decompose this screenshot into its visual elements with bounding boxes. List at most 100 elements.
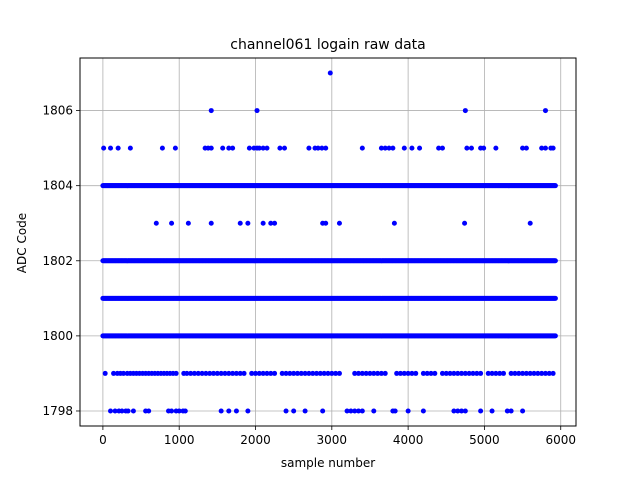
y-axis-ticks: 1798 1800 1802 1804 1806 [42, 104, 80, 418]
data-point [203, 370, 209, 376]
data-point [378, 145, 384, 151]
data-point [241, 370, 247, 376]
x-tick-label: 1000 [164, 433, 195, 447]
data-point [254, 108, 260, 114]
data-point [531, 370, 537, 376]
data-point [310, 370, 316, 376]
data-point [208, 145, 214, 151]
x-tick-label: 0 [99, 433, 107, 447]
data-point [352, 408, 358, 414]
data-point [283, 408, 289, 414]
plot-frame [79, 57, 577, 427]
y-tick-label: 1806 [42, 104, 73, 118]
data-point [443, 370, 449, 376]
data-point [497, 370, 503, 376]
data-point [218, 370, 224, 376]
data-point [485, 370, 491, 376]
data-point [527, 220, 533, 226]
data-point [264, 370, 270, 376]
data-point [214, 370, 220, 376]
data-point [208, 220, 214, 226]
data-point [462, 408, 468, 414]
data-point [552, 333, 558, 339]
data-point [356, 370, 362, 376]
data-point [256, 370, 262, 376]
y-tick-label: 1804 [42, 179, 73, 193]
data-point [409, 370, 415, 376]
data-point [451, 370, 457, 376]
data-point [542, 108, 548, 114]
data-point [550, 145, 556, 151]
data-point [282, 145, 288, 151]
data-point [462, 370, 468, 376]
data-point [523, 370, 529, 376]
data-point [397, 370, 403, 376]
data-point [336, 220, 342, 226]
data-point [327, 70, 333, 76]
data-point [344, 408, 350, 414]
data-point [371, 370, 377, 376]
data-point [111, 370, 117, 376]
data-point [520, 145, 526, 151]
data-point [409, 145, 415, 151]
data-point [302, 370, 308, 376]
data-point [283, 370, 289, 376]
data-point [462, 220, 468, 226]
data-point [268, 220, 274, 226]
data-point [188, 370, 194, 376]
data-point [127, 145, 133, 151]
data-point [323, 220, 329, 226]
data-point [211, 370, 217, 376]
data-point [291, 370, 297, 376]
data-point [546, 370, 552, 376]
data-point [237, 370, 243, 376]
data-point [159, 145, 165, 151]
data-point [356, 408, 362, 414]
data-point [359, 370, 365, 376]
data-point [352, 370, 358, 376]
data-point [451, 408, 457, 414]
data-point [185, 220, 191, 226]
y-tick-label: 1802 [42, 254, 73, 268]
data-point [272, 370, 278, 376]
data-point [246, 145, 252, 151]
data-point [176, 408, 182, 414]
data-point [208, 108, 214, 114]
data-point [108, 145, 114, 151]
data-point [432, 370, 438, 376]
data-point [539, 370, 545, 376]
data-point [436, 145, 442, 151]
data-point [321, 370, 327, 376]
data-point [504, 408, 510, 414]
data-point [291, 408, 297, 414]
data-point [405, 370, 411, 376]
data-point [527, 370, 533, 376]
data-point [455, 408, 461, 414]
x-tick-label: 5000 [469, 433, 500, 447]
data-point [260, 145, 266, 151]
data-point [153, 220, 159, 226]
data-point [120, 370, 126, 376]
chart-title: channel061 logain raw data [230, 37, 425, 53]
data-point [169, 220, 175, 226]
data-point [298, 370, 304, 376]
x-tick-label: 6000 [545, 433, 576, 447]
data-point [233, 370, 239, 376]
data-point [333, 370, 339, 376]
x-axis-label: sample number [281, 456, 375, 470]
data-point [405, 408, 411, 414]
data-point [447, 370, 453, 376]
data-point [108, 408, 114, 414]
data-point [220, 145, 226, 151]
data-point [420, 408, 426, 414]
data-point [294, 370, 300, 376]
data-point [375, 370, 381, 376]
data-point [420, 370, 426, 376]
data-point [336, 370, 342, 376]
data-point [401, 145, 407, 151]
data-point [552, 295, 558, 301]
y-tick-label: 1800 [42, 329, 73, 343]
data-point [319, 145, 325, 151]
data-point [478, 370, 484, 376]
data-point [493, 370, 499, 376]
